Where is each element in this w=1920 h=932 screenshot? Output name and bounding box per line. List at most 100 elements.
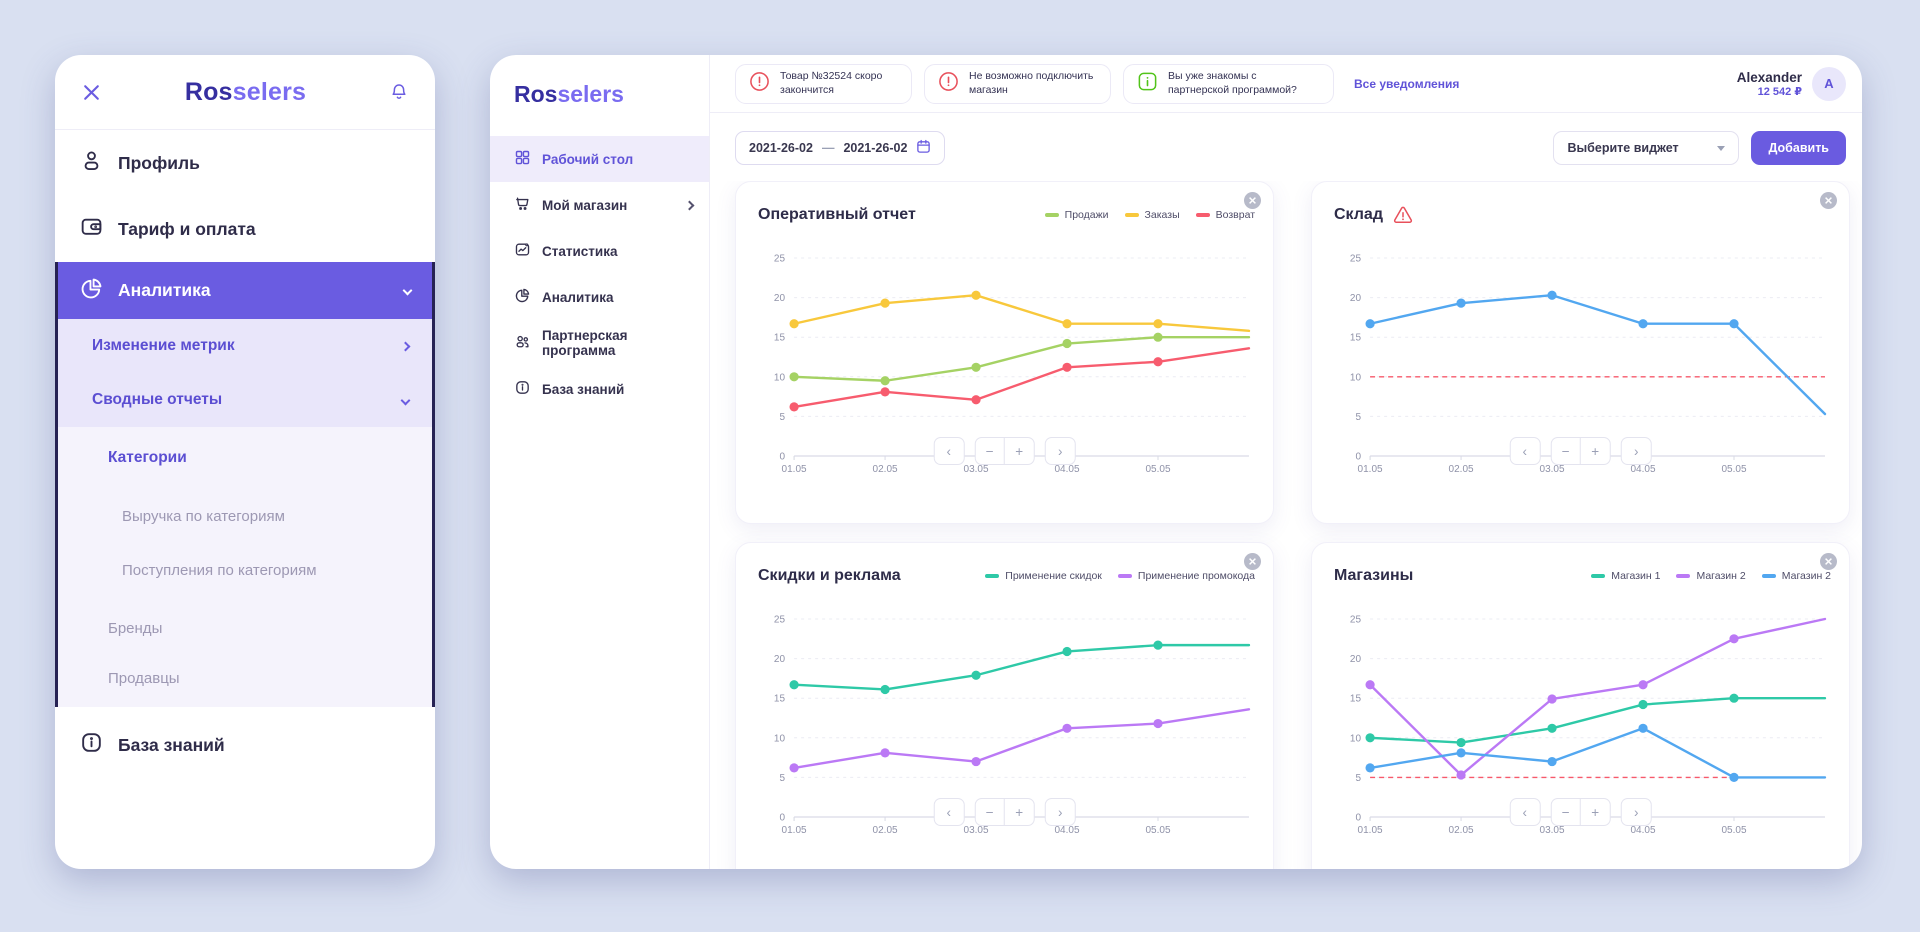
zoom-button-pair: − + — [1550, 798, 1611, 826]
legend-swatch — [1591, 574, 1606, 578]
submenu-item-revenue-by-category[interactable]: Выручка по категориям — [122, 507, 285, 525]
pan-right-button[interactable]: › — [1620, 798, 1652, 826]
info-icon — [514, 379, 531, 399]
sidebar-nav: Рабочий стол Мой магазин Статистика Анал… — [490, 136, 709, 412]
svg-text:05.05: 05.05 — [1721, 464, 1746, 475]
sidebar-item-my-shop[interactable]: Мой магазин — [490, 182, 709, 228]
info-square-icon — [1137, 71, 1158, 97]
zoom-in-button[interactable]: + — [1003, 798, 1035, 826]
svg-text:10: 10 — [774, 733, 786, 744]
pan-left-button[interactable]: ‹ — [933, 437, 965, 465]
svg-text:5: 5 — [780, 412, 786, 423]
pan-right-button[interactable]: › — [1044, 437, 1076, 465]
svg-text:5: 5 — [1356, 412, 1362, 423]
all-notifications-link[interactable]: Все уведомления — [1354, 76, 1460, 91]
mobile-menu-header: Rosselers — [55, 55, 435, 130]
pan-right-button[interactable]: › — [1044, 798, 1076, 826]
chevron-down-icon — [402, 285, 413, 296]
zoom-in-button[interactable]: + — [1003, 437, 1035, 465]
date-to: 2021-26-02 — [843, 141, 908, 155]
pan-left-button[interactable]: ‹ — [1509, 437, 1541, 465]
chart-legend: Магазин 1 Магазин 2 Магазин 2 — [1591, 570, 1831, 582]
submenu-item-receipts-by-category[interactable]: Поступления по категориям — [122, 561, 317, 579]
svg-text:02.05: 02.05 — [1449, 825, 1474, 836]
sidebar-item-statistics[interactable]: Статистика — [490, 228, 709, 274]
widget-close-button[interactable] — [1820, 553, 1837, 570]
sidebar-item-analytics[interactable]: Аналитика — [490, 274, 709, 320]
menu-item-analytics[interactable]: Аналитика — [58, 262, 432, 319]
zoom-button-pair: − + — [1550, 437, 1611, 465]
legend-item: Продажи — [1044, 209, 1109, 221]
sidebar-item-desktop[interactable]: Рабочий стол — [490, 136, 709, 182]
zoom-in-button[interactable]: + — [1579, 437, 1611, 465]
zoom-out-button[interactable]: − — [1550, 798, 1582, 826]
submenu-item-brands[interactable]: Бренды — [108, 619, 163, 637]
widget-close-button[interactable] — [1244, 192, 1261, 209]
notification-pill[interactable]: Не возможно подключить магазин — [924, 63, 1111, 104]
svg-text:20: 20 — [774, 654, 786, 665]
add-widget-button[interactable]: Добавить — [1751, 131, 1846, 165]
people-icon — [514, 333, 531, 353]
user-menu[interactable]: Alexander 12 542 ₽ A — [1736, 66, 1846, 101]
user-balance: 12 542 ₽ — [1757, 85, 1802, 98]
notification-pill[interactable]: Вы уже знакомы с партнерской программой? — [1123, 63, 1334, 104]
legend-item: Магазин 2 — [1761, 570, 1831, 582]
stats-icon — [514, 241, 531, 261]
caret-down-icon — [1717, 145, 1726, 151]
zoom-out-button[interactable]: − — [974, 798, 1006, 826]
user-name: Alexander — [1736, 69, 1802, 85]
chart-zoom-controls: ‹ − + › — [933, 437, 1076, 465]
submenu-item-categories[interactable]: Категории — [108, 449, 187, 466]
legend-item: Применение промокода — [1117, 570, 1255, 582]
cart-icon — [514, 195, 531, 215]
chart-canvas: 0 5 10 15 20 25 01.05 02.05 03.05 04.05 05.05 — [774, 615, 1251, 836]
chart-canvas: 0 5 10 15 20 25 01.05 02.05 03.05 04.05 05.05 — [1350, 615, 1827, 836]
svg-text:0: 0 — [1356, 813, 1362, 824]
widget-close-button[interactable] — [1244, 553, 1261, 570]
svg-text:20: 20 — [774, 293, 786, 304]
analytics-accordion: Аналитика Изменение метрик Сводные отчет… — [55, 262, 435, 707]
widget-select[interactable]: Выберите виджет — [1553, 131, 1740, 165]
menu-item-profile[interactable]: Профиль — [55, 130, 435, 196]
legend-swatch — [1195, 213, 1210, 217]
sidebar-item-partner-program[interactable]: Партнерская программа — [490, 320, 709, 366]
close-icon[interactable] — [81, 82, 102, 103]
zoom-out-button[interactable]: − — [1550, 437, 1582, 465]
line-chart: 0 5 10 15 20 25 01.05 02.05 03.05 04.05 05.05 — [1324, 589, 1837, 837]
submenu-item-sellers[interactable]: Продавцы — [108, 669, 180, 687]
menu-item-knowledge-base[interactable]: База знаний — [55, 719, 435, 771]
zoom-button-pair: − + — [974, 798, 1035, 826]
zoom-in-button[interactable]: + — [1579, 798, 1611, 826]
widget-warehouse: Склад 0 5 10 15 20 25 01.05 02.05 03.05 04.05 05.0… — [1311, 181, 1850, 524]
svg-text:15: 15 — [1350, 694, 1362, 705]
avatar[interactable]: A — [1812, 66, 1846, 101]
analytics-submenu: Изменение метрик Сводные отчеты — [58, 319, 432, 427]
widget-close-button[interactable] — [1820, 192, 1837, 209]
date-range-picker[interactable]: 2021-26-02 — 2021-26-02 — [735, 131, 946, 165]
pan-left-button[interactable]: ‹ — [933, 798, 965, 826]
svg-text:0: 0 — [780, 813, 786, 824]
pan-left-button[interactable]: ‹ — [1509, 798, 1541, 826]
notification-pill[interactable]: Товар №32524 скоро закончится — [735, 63, 912, 104]
svg-text:15: 15 — [1350, 333, 1362, 344]
zoom-out-button[interactable]: − — [974, 437, 1006, 465]
svg-text:03.05: 03.05 — [1540, 825, 1565, 836]
widget-head: Оперативный отчет Продажи Заказы Возврат — [736, 182, 1273, 224]
sidebar-item-knowledge-base[interactable]: База знаний — [490, 366, 709, 412]
pan-right-button[interactable]: › — [1620, 437, 1652, 465]
bell-icon[interactable] — [389, 82, 409, 102]
svg-text:25: 25 — [1350, 254, 1362, 265]
svg-text:01.05: 01.05 — [1358, 464, 1383, 475]
reports-submenu: Категории Выручка по категориям Поступле… — [58, 427, 432, 707]
chart-legend: Продажи Заказы Возврат — [1044, 209, 1255, 221]
menu-item-tariff[interactable]: Тариф и оплата — [55, 196, 435, 262]
widget-operational-report: Оперативный отчет Продажи Заказы Возврат 0… — [735, 181, 1274, 524]
svg-text:10: 10 — [774, 372, 786, 383]
submenu-item-reports[interactable]: Сводные отчеты — [58, 373, 432, 427]
legend-swatch — [1044, 213, 1059, 217]
svg-text:25: 25 — [1350, 615, 1362, 626]
submenu-item-metrics[interactable]: Изменение метрик — [58, 319, 432, 373]
pie-chart-icon — [79, 276, 104, 306]
info-icon — [79, 730, 104, 760]
